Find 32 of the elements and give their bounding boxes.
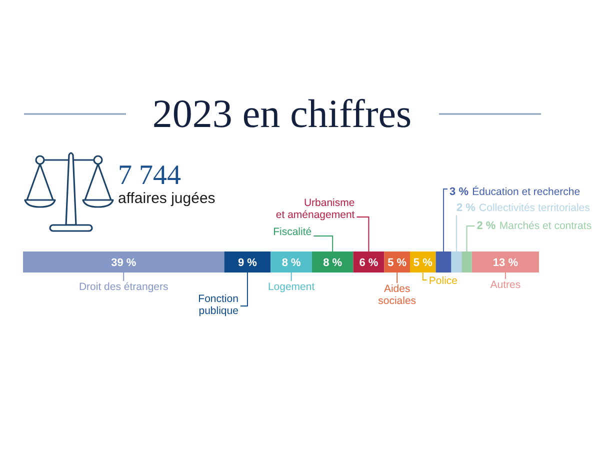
data-label: 13 % bbox=[492, 257, 518, 269]
data-label: 5 % bbox=[413, 257, 433, 269]
text: Urbanisme et aménagement bbox=[276, 197, 355, 221]
bar bbox=[436, 252, 452, 272]
data-label: 5 % bbox=[388, 257, 407, 269]
text: 7 744 bbox=[118, 160, 181, 191]
bar bbox=[270, 252, 312, 272]
series-label: Aides sociales bbox=[378, 283, 416, 307]
bar bbox=[472, 252, 539, 272]
data-label: 8 % bbox=[282, 257, 302, 269]
data-label: 6 % bbox=[359, 257, 378, 269]
data-label: 2 % bbox=[456, 202, 476, 214]
bar bbox=[23, 252, 224, 272]
bar bbox=[451, 252, 462, 272]
text: affaires jugées bbox=[118, 190, 216, 207]
bar bbox=[462, 252, 472, 272]
text: Collectivités territoriales bbox=[479, 202, 590, 214]
data-label: 39 % bbox=[111, 257, 136, 269]
data-label: 8 % bbox=[323, 257, 342, 269]
text: Éducation et recherche bbox=[472, 185, 580, 198]
series-label: Autres bbox=[490, 279, 521, 291]
data-label: 9 % bbox=[238, 257, 258, 269]
series-label: Fiscalité bbox=[273, 226, 312, 238]
series-label: Fonction publique bbox=[198, 293, 239, 317]
data-label: 3 % bbox=[450, 186, 469, 198]
text: Marchés et contrats bbox=[499, 220, 592, 232]
chart-title: 2023 en chiffres bbox=[152, 91, 412, 136]
series-label: Droit des étrangers bbox=[78, 281, 168, 293]
series-label: Logement bbox=[268, 281, 315, 293]
bar bbox=[224, 252, 271, 272]
series-label: Police bbox=[428, 275, 458, 287]
data-label: 2 % bbox=[476, 220, 496, 232]
